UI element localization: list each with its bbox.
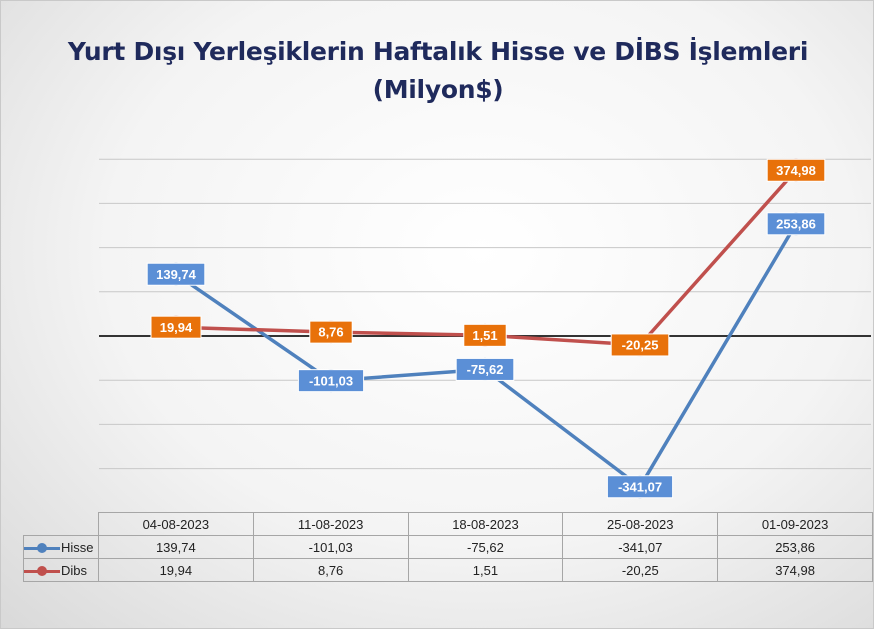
- data-label-text: -101,03: [309, 373, 353, 388]
- data-label-box: [146, 262, 206, 286]
- data-table-row-hisse: Hisse 139,74 -101,03 -75,62 -341,07 253,…: [23, 535, 873, 559]
- series-line-hisse: [175, 222, 798, 489]
- legend-key-hisse-icon: [24, 543, 60, 554]
- data-label-box: [455, 357, 515, 381]
- data-label-text: 253,86: [776, 216, 816, 231]
- series-line-dibs: [175, 169, 798, 347]
- data-table-header-row: 04-08-2023 11-08-2023 18-08-2023 25-08-2…: [23, 512, 873, 536]
- data-label-box: [766, 212, 826, 236]
- data-label-box: [309, 320, 353, 344]
- table-cell: 139,74: [97, 535, 254, 559]
- legend-label: Dibs: [61, 562, 88, 578]
- data-label-box: [766, 158, 826, 182]
- legend-label: Hisse: [61, 539, 94, 555]
- data-labels: 139,74 -101,03 -75,62 -341,07 253,86 19,94 8,7…: [146, 158, 826, 499]
- data-label-box: [606, 475, 674, 499]
- data-label-dibs: 1,51: [463, 323, 507, 347]
- table-cell: -101,03: [252, 535, 409, 559]
- data-label-text: 374,98: [776, 163, 816, 178]
- table-cell: 253,86: [717, 535, 873, 559]
- category-label: 01-09-2023: [717, 512, 873, 536]
- data-label-dibs: 374,98: [766, 158, 826, 182]
- table-cell: -75,62: [407, 535, 564, 559]
- data-label-box: [297, 369, 365, 393]
- data-label-text: -341,07: [618, 479, 662, 494]
- data-label-dibs: -20,25: [610, 333, 670, 357]
- data-label-text: -75,62: [467, 362, 504, 377]
- legend-entry-dibs: Dibs: [23, 558, 99, 582]
- data-label-hisse: -75,62: [455, 357, 515, 381]
- data-label-box: [463, 323, 507, 347]
- data-label-text: 19,94: [160, 320, 193, 335]
- data-label-hisse: -341,07: [606, 475, 674, 499]
- category-label: 04-08-2023: [97, 512, 254, 536]
- data-label-text: 8,76: [318, 325, 343, 340]
- table-cell: 374,98: [717, 558, 873, 582]
- category-label: 25-08-2023: [562, 512, 719, 536]
- table-cell: -341,07: [562, 535, 719, 559]
- data-label-box: [150, 315, 202, 339]
- chart-subtitle: (Milyon$): [372, 75, 504, 104]
- table-cell: 1,51: [407, 558, 564, 582]
- table-cell: 8,76: [252, 558, 409, 582]
- data-label-text: -20,25: [622, 338, 659, 353]
- data-label-box: [610, 333, 670, 357]
- chart-title: Yurt Dışı Yerleşiklerin Haftalık Hisse v…: [67, 37, 809, 66]
- data-label-text: 1,51: [472, 328, 497, 343]
- legend-entry-hisse: Hisse: [23, 535, 99, 559]
- data-label-hisse: 139,74: [146, 262, 206, 286]
- table-cell: -20,25: [562, 558, 719, 582]
- data-table: 04-08-2023 11-08-2023 18-08-2023 25-08-2…: [23, 512, 873, 582]
- data-label-text: 139,74: [156, 267, 197, 282]
- category-label: 18-08-2023: [407, 512, 564, 536]
- data-label-dibs: 19,94: [150, 315, 202, 339]
- data-label-hisse: 253,86: [766, 212, 826, 236]
- legend-key-dibs-icon: [24, 566, 60, 577]
- data-label-dibs: 8,76: [309, 320, 353, 344]
- category-label: 11-08-2023: [252, 512, 409, 536]
- gridlines: [99, 158, 871, 470]
- table-cell: 19,94: [97, 558, 254, 582]
- data-label-hisse: -101,03: [297, 369, 365, 393]
- data-table-row-dibs: Dibs 19,94 8,76 1,51 -20,25 374,98: [23, 558, 873, 582]
- data-table-corner: [23, 512, 99, 536]
